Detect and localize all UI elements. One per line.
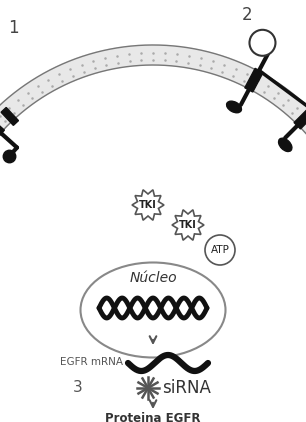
Polygon shape — [294, 107, 306, 129]
Text: 3: 3 — [73, 379, 83, 395]
Polygon shape — [0, 45, 306, 270]
Text: 2: 2 — [242, 6, 252, 24]
Polygon shape — [0, 116, 4, 137]
Polygon shape — [132, 190, 164, 220]
Polygon shape — [172, 210, 204, 240]
Text: ATP: ATP — [211, 245, 230, 255]
Circle shape — [205, 235, 235, 265]
Text: TKI: TKI — [139, 200, 157, 210]
Polygon shape — [1, 108, 18, 125]
Text: Núcleo: Núcleo — [129, 271, 177, 285]
Circle shape — [249, 30, 275, 56]
Text: Proteina EGFR: Proteina EGFR — [105, 412, 201, 422]
Text: EGFR mRNA: EGFR mRNA — [60, 357, 123, 367]
Text: 1: 1 — [8, 19, 18, 37]
Text: siRNA: siRNA — [162, 379, 211, 397]
Polygon shape — [245, 68, 263, 92]
Ellipse shape — [226, 101, 241, 113]
Text: TKI: TKI — [179, 220, 197, 230]
Ellipse shape — [80, 262, 226, 357]
Ellipse shape — [278, 138, 292, 151]
